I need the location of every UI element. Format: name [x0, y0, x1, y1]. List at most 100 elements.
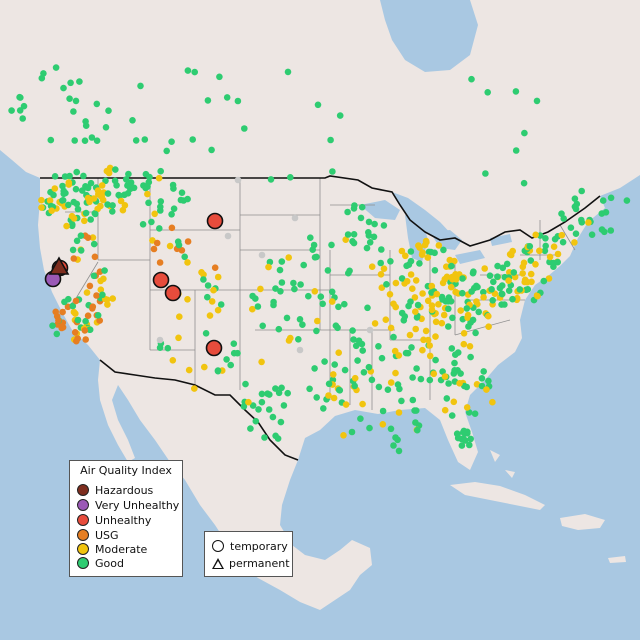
station-marker — [585, 219, 592, 226]
station-marker — [272, 285, 279, 292]
station-marker — [424, 254, 432, 261]
station-marker — [254, 303, 262, 310]
station-marker — [200, 276, 207, 283]
station-marker — [348, 428, 356, 436]
station-marker — [211, 264, 219, 272]
station-marker — [92, 210, 99, 218]
major-station-marker — [206, 212, 224, 230]
station-marker — [509, 295, 516, 303]
station-marker — [478, 375, 486, 382]
station-marker — [328, 288, 336, 296]
station-marker — [512, 147, 520, 154]
station-marker — [623, 197, 631, 204]
station-marker — [86, 326, 93, 334]
station-marker — [346, 267, 353, 275]
station-marker — [68, 212, 76, 220]
station-marker — [468, 75, 475, 83]
station-marker — [456, 380, 463, 387]
station-marker — [321, 358, 328, 365]
legend-item-very-unhealthy: Very Unhealthy — [77, 498, 179, 512]
station-marker — [280, 402, 288, 409]
station-marker — [113, 182, 120, 189]
station-marker — [60, 84, 67, 92]
station-marker — [465, 409, 473, 416]
station-marker — [48, 207, 55, 214]
station-marker — [412, 325, 420, 333]
station-marker — [413, 365, 420, 372]
station-marker — [69, 302, 77, 310]
station-marker — [578, 187, 585, 195]
major-station-marker — [152, 271, 170, 289]
station-marker — [284, 68, 292, 76]
station-marker — [74, 316, 82, 324]
station-marker — [137, 82, 144, 90]
station-marker — [87, 216, 94, 223]
station-marker — [426, 376, 434, 384]
station-marker — [97, 202, 104, 210]
station-marker — [380, 265, 388, 273]
station-marker — [426, 342, 434, 349]
station-marker — [602, 209, 610, 216]
station-marker — [358, 203, 366, 211]
station-marker — [395, 409, 403, 416]
station-marker — [448, 412, 456, 419]
station-marker — [156, 336, 164, 344]
station-marker — [344, 208, 351, 216]
station-marker — [445, 380, 452, 387]
station-marker — [386, 291, 394, 298]
station-marker — [349, 327, 356, 334]
station-marker — [170, 185, 177, 192]
station-marker — [82, 209, 90, 217]
station-marker — [416, 244, 423, 251]
moderate-swatch — [77, 543, 89, 555]
aqi-legend-title: Air Quality Index — [80, 464, 172, 477]
station-marker — [55, 317, 62, 324]
station-marker — [88, 134, 96, 141]
station-marker — [291, 285, 298, 293]
station-marker — [458, 442, 466, 449]
station-marker — [601, 228, 608, 236]
station-marker — [363, 244, 371, 252]
station-marker — [275, 325, 283, 333]
station-marker — [164, 344, 172, 352]
station-marker — [351, 374, 359, 382]
station-marker — [407, 298, 414, 306]
station-marker — [278, 279, 286, 286]
mexico-land — [98, 360, 372, 610]
station-marker — [83, 289, 91, 296]
station-marker — [435, 301, 442, 308]
station-marker — [457, 307, 465, 314]
station-marker — [81, 137, 89, 144]
station-marker — [270, 298, 277, 306]
legend-item-permanent: permanent — [212, 556, 290, 570]
station-marker — [412, 407, 420, 414]
station-marker — [340, 432, 347, 439]
station-marker — [73, 200, 81, 208]
station-marker — [104, 301, 111, 308]
station-marker — [407, 271, 415, 278]
station-marker — [151, 210, 158, 218]
station-marker — [141, 136, 149, 143]
station-marker — [378, 354, 386, 362]
station-marker — [472, 329, 479, 337]
station-marker — [498, 282, 506, 289]
station-marker — [435, 242, 443, 249]
station-marker — [176, 313, 183, 321]
station-marker — [351, 202, 358, 209]
station-marker — [208, 298, 216, 305]
station-marker — [311, 365, 318, 372]
station-marker — [72, 297, 80, 305]
station-marker — [139, 221, 147, 228]
station-marker — [459, 289, 466, 297]
station-marker — [52, 308, 59, 316]
station-marker — [295, 336, 302, 343]
station-marker — [571, 239, 578, 246]
station-marker — [191, 385, 198, 392]
station-marker — [156, 259, 164, 266]
legend-label: permanent — [229, 556, 290, 570]
hazardous-swatch — [77, 484, 89, 496]
station-marker — [208, 146, 215, 154]
station-marker — [335, 386, 343, 394]
station-marker — [242, 380, 249, 388]
station-marker — [485, 312, 492, 320]
